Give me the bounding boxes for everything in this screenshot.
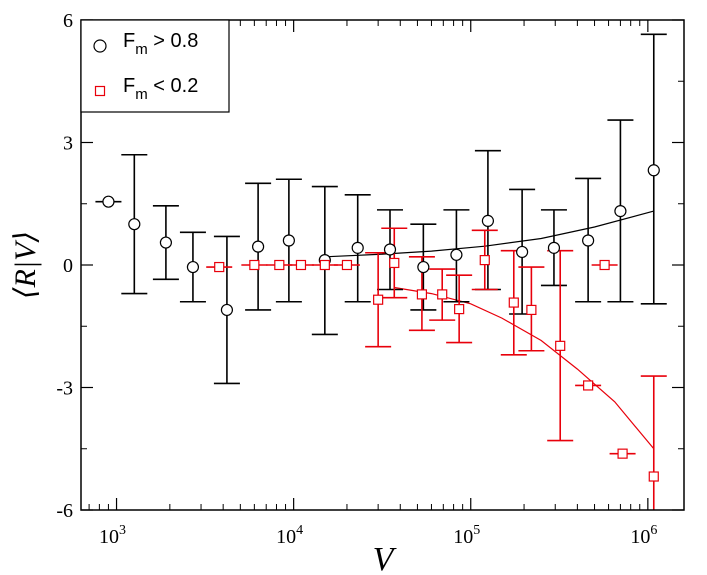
y-axis-title: ⟨R|V⟩ — [9, 231, 42, 299]
data-point-fm-low — [526, 304, 537, 316]
data-point-fm-low — [295, 259, 307, 271]
data-point-fm-high — [186, 260, 200, 274]
data-point-fm-low — [389, 257, 400, 269]
data-point-fm-high — [417, 260, 430, 274]
data-point-fm-high — [220, 303, 234, 317]
data-point-fm-high — [159, 236, 173, 249]
legend-label-rest: > 0.8 — [148, 30, 199, 52]
data-point-fm-low — [274, 259, 285, 271]
data-point-fm-low — [249, 259, 260, 271]
data-point-fm-low — [648, 471, 659, 482]
data-point-fm-low — [373, 294, 384, 305]
y-tick-label: 0 — [63, 255, 73, 277]
fit-lines — [324, 210, 655, 450]
legend-label-subscript: m — [135, 41, 148, 58]
data-point-fm-low — [599, 259, 610, 271]
plot-frame — [80, 19, 685, 511]
data-point-fm-high — [102, 195, 115, 208]
data-point-fm-high — [128, 218, 141, 231]
legend-label-main: F — [123, 75, 135, 97]
x-tick-label-exponent: 3 — [119, 523, 126, 538]
y-tick-label: -6 — [56, 500, 73, 522]
x-tick-label-exponent: 6 — [650, 523, 657, 538]
data-point-fm-high — [647, 164, 660, 177]
legend-label-subscript: m — [135, 86, 148, 103]
data-point-fm-low — [508, 297, 519, 308]
legend-label-fm-high: Fm > 0.8 — [123, 30, 198, 58]
x-tick-label-base: 10 — [630, 526, 650, 548]
x-tick-label: 106 — [630, 523, 657, 548]
legend-marker-fm-high — [93, 39, 107, 53]
data-point-fm-high — [547, 241, 561, 254]
legend-box — [80, 19, 230, 113]
y-tick-label: 6 — [63, 10, 73, 32]
x-tick-label: 104 — [276, 523, 303, 548]
data-point-fm-low — [437, 289, 448, 300]
data-point-fm-high — [383, 243, 397, 256]
data-point-fm-low — [583, 380, 594, 391]
x-tick-label-base: 10 — [276, 526, 296, 548]
fit-line-fm-low — [394, 286, 655, 450]
data-point-fm-low — [319, 259, 330, 271]
legend-label-fm-low: Fm < 0.2 — [123, 75, 198, 103]
data-point-fm-high — [450, 248, 463, 261]
legend: Fm > 0.8Fm < 0.2 — [80, 19, 230, 113]
x-tick-label-base: 10 — [99, 526, 119, 548]
data-point-fm-high — [351, 241, 364, 254]
x-tick-label: 103 — [99, 523, 126, 548]
x-axis-title: V — [373, 541, 398, 575]
data-point-fm-high — [252, 240, 265, 253]
data-point-fm-low — [454, 304, 465, 315]
data-point-fm-high — [481, 214, 495, 227]
data-point-fm-low — [416, 289, 428, 300]
legend-label-rest: < 0.2 — [148, 75, 199, 97]
data-point-fm-low — [214, 261, 225, 273]
data-point-fm-high — [614, 205, 627, 218]
data-point-fm-low — [555, 340, 566, 351]
data-point-fm-low — [617, 448, 628, 459]
data-point-fm-low — [479, 255, 490, 266]
data-point-fm-high — [516, 245, 529, 259]
x-tick-label-exponent: 4 — [296, 523, 303, 538]
y-tick-label: 3 — [63, 133, 73, 155]
data-markers — [102, 164, 660, 482]
x-tick-label-exponent: 5 — [473, 523, 480, 538]
data-point-fm-high — [582, 234, 595, 247]
legend-marker-fm-low — [94, 85, 106, 97]
data-point-fm-low — [341, 259, 353, 271]
x-tick-label: 105 — [453, 523, 480, 548]
legend-label-main: F — [123, 30, 135, 52]
x-tick-label-base: 10 — [453, 526, 473, 548]
y-tick-label: -3 — [56, 378, 73, 400]
data-point-fm-high — [282, 234, 295, 247]
